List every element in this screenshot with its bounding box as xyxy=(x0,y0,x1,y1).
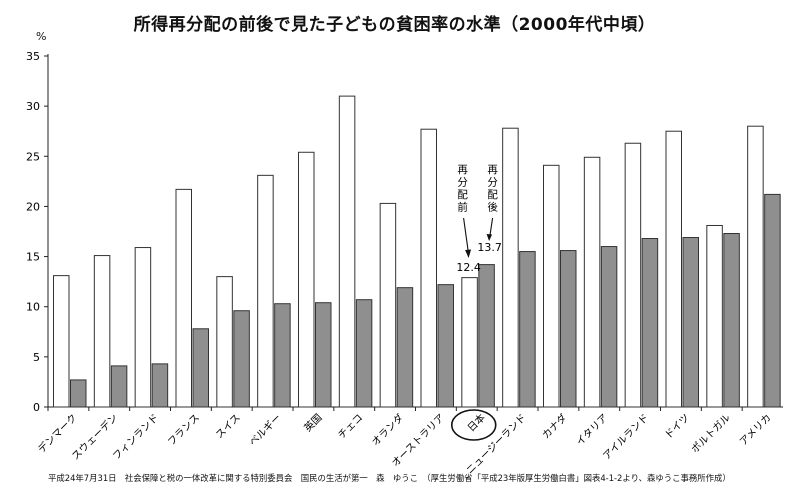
bar-before-2 xyxy=(93,255,111,408)
category-label: デンマーク xyxy=(35,411,80,456)
y-tick-label: 30 xyxy=(26,100,40,113)
bar-after-9 xyxy=(396,287,414,408)
category-label: ベルギー xyxy=(247,412,284,449)
bar-before-5 xyxy=(216,276,233,408)
value-label-after: 13.7 xyxy=(477,241,502,254)
bar-before-11 xyxy=(461,277,478,408)
category-label: オランダ xyxy=(369,411,406,448)
bar-before-12 xyxy=(502,127,519,408)
annotation-char: 前 xyxy=(457,201,468,214)
arrow-before-line xyxy=(463,217,470,255)
bar-before-15 xyxy=(624,142,642,408)
bar-before-7 xyxy=(298,151,315,408)
bar-after-17 xyxy=(723,233,740,408)
annotation-char: 配 xyxy=(487,189,498,201)
bar-after-12 xyxy=(519,251,536,408)
bar-after-16 xyxy=(682,237,699,408)
annotation-char: 分 xyxy=(457,177,468,189)
bar-after-13 xyxy=(560,250,577,408)
category-label: イタリア xyxy=(574,412,610,448)
annotation-char: 配 xyxy=(457,189,468,201)
bar-before-4 xyxy=(175,188,192,408)
value-label-before: 12.4 xyxy=(456,261,481,274)
category-label: フランス xyxy=(165,412,202,449)
y-tick-label: 5 xyxy=(33,351,40,364)
bar-after-6 xyxy=(274,303,291,408)
bar-after-8 xyxy=(355,299,373,408)
category-label: 英国 xyxy=(301,411,324,434)
bar-after-4 xyxy=(192,328,209,408)
annotation-char: 再 xyxy=(457,164,468,176)
bars xyxy=(53,95,781,408)
bar-before-18 xyxy=(747,125,764,408)
bar-before-6 xyxy=(257,174,274,408)
bar-after-3 xyxy=(151,363,169,408)
y-tick-label: 0 xyxy=(33,401,40,414)
arrow-before-head xyxy=(465,249,472,258)
bar-after-10 xyxy=(437,284,454,408)
bar-before-13 xyxy=(543,164,560,408)
bar-before-17 xyxy=(706,224,723,408)
bar-after-15 xyxy=(641,238,659,408)
japan-highlight-circle xyxy=(450,409,497,441)
bar-after-2 xyxy=(110,365,128,408)
category-label: アメリカ xyxy=(737,412,773,448)
category-label: ポルトガル xyxy=(689,412,733,456)
y-tick-label: 35 xyxy=(26,50,40,63)
chart-title: 所得再分配の前後で見た子どもの貧困率の水準（2000年代中頃） xyxy=(133,15,656,35)
category-label: スイス xyxy=(214,412,243,441)
bar-after-11 xyxy=(478,264,495,408)
annotation-char: 後 xyxy=(487,201,498,214)
y-tick-label: 20 xyxy=(26,200,40,213)
bar-before-14 xyxy=(583,156,601,408)
category-label: ドイツ xyxy=(663,412,692,441)
category-label: チェコ xyxy=(336,412,366,442)
bar-before-8 xyxy=(338,95,356,408)
bar-before-1 xyxy=(53,275,70,408)
y-tick-label: 15 xyxy=(26,251,40,264)
bar-after-5 xyxy=(233,310,250,408)
bar-before-9 xyxy=(379,202,397,408)
bar-before-3 xyxy=(134,247,152,408)
annotation-char: 再 xyxy=(487,164,498,176)
category-label: カナダ xyxy=(539,411,569,441)
bar-after-18 xyxy=(764,193,781,408)
y-tick-label: 25 xyxy=(26,150,40,163)
bar-after-7 xyxy=(315,302,332,408)
bar-after-14 xyxy=(600,246,618,408)
y-unit-label: % xyxy=(36,30,47,43)
arrow-after-head xyxy=(486,234,493,241)
annotation-char: 分 xyxy=(487,177,498,189)
y-tick-label: 10 xyxy=(26,301,40,314)
source-footnote: 平成24年7月31日 社会保障と税の一体改革に関する特別委員会 国民の生活が第一… xyxy=(48,473,731,483)
bar-before-10 xyxy=(420,128,437,408)
y-tick-labels: 0 5 10 15 20 25 30 35 xyxy=(26,50,48,414)
category-label: 日本 xyxy=(465,411,488,434)
bar-after-1 xyxy=(70,379,87,408)
bar-before-16 xyxy=(665,130,682,408)
